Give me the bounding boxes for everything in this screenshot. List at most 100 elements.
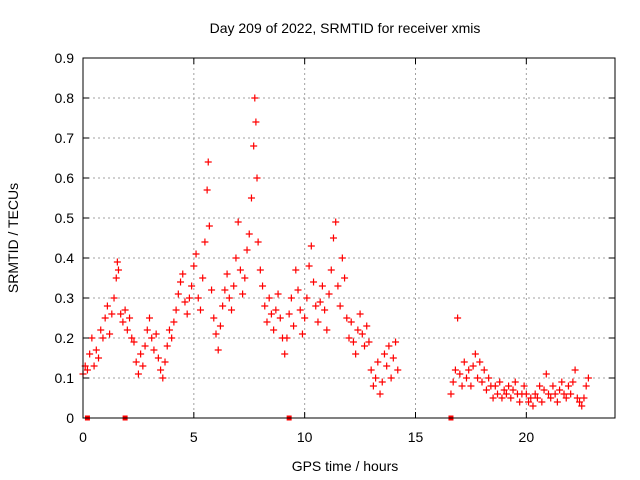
data-point [210, 314, 218, 322]
data-point [161, 358, 169, 366]
data-point [325, 290, 333, 298]
data-point [385, 342, 393, 350]
data-point [369, 382, 377, 390]
data-point [95, 354, 103, 362]
data-point [338, 254, 346, 262]
data-point [283, 334, 291, 342]
y-tick-label: 0 [66, 410, 74, 426]
data-point [527, 394, 535, 402]
chart-title: Day 209 of 2022, SRMTID for receiver xmi… [210, 20, 481, 36]
data-point [110, 294, 118, 302]
data-point [387, 374, 395, 382]
data-point [267, 310, 275, 318]
data-point [205, 222, 213, 230]
data-point [507, 394, 515, 402]
data-point [276, 314, 284, 322]
data-point [139, 362, 147, 370]
data-point [334, 282, 342, 290]
data-point [157, 366, 165, 374]
data-point [576, 398, 584, 406]
data-point [201, 238, 209, 246]
data-point [223, 270, 231, 278]
data-point [327, 266, 335, 274]
data-point [329, 234, 337, 242]
y-tick-label: 0.9 [55, 50, 75, 66]
data-point [547, 394, 555, 402]
y-tick-label: 0.1 [55, 370, 75, 386]
data-point [511, 378, 519, 386]
y-tick-label: 0.6 [55, 170, 75, 186]
data-point [90, 362, 98, 370]
x-tick-label: 0 [79, 429, 87, 445]
data-point [394, 366, 402, 374]
data-point [451, 366, 459, 374]
y-tick-label: 0.3 [55, 290, 75, 306]
data-point [203, 186, 211, 194]
data-point [509, 386, 517, 394]
y-axis-tick-labels: 0 0.1 0.2 0.3 0.4 0.5 0.6 0.7 0.8 0.9 [55, 50, 75, 426]
data-point [363, 322, 371, 330]
data-point [239, 290, 247, 298]
data-point [86, 350, 94, 358]
data-point [558, 378, 566, 386]
data-point [101, 314, 109, 322]
data-point [172, 306, 180, 314]
data-point [97, 326, 105, 334]
data-point [194, 294, 202, 302]
y-tick-label: 0.5 [55, 210, 75, 226]
data-point [502, 390, 510, 398]
data-point [571, 366, 579, 374]
data-point [567, 390, 575, 398]
data-point [112, 274, 120, 282]
data-point [538, 398, 546, 406]
data-point [316, 298, 324, 306]
data-point [578, 402, 586, 410]
data-point [225, 294, 233, 302]
data-point [389, 354, 397, 362]
data-point [496, 378, 504, 386]
data-point [159, 374, 167, 382]
data-point [562, 394, 570, 402]
data-point [474, 374, 482, 382]
data-point [341, 274, 349, 282]
data-point [361, 342, 369, 350]
data-point [103, 302, 111, 310]
data-point [230, 282, 238, 290]
data-point [545, 390, 552, 398]
data-point [531, 390, 539, 398]
data-point [265, 294, 273, 302]
data-point [192, 250, 200, 258]
data-point [525, 398, 533, 406]
data-point [143, 326, 151, 334]
data-point [243, 246, 251, 254]
data-point [119, 318, 127, 326]
data-point [261, 302, 269, 310]
data-point [181, 298, 189, 306]
data-point [137, 350, 145, 358]
data-point [188, 282, 196, 290]
data-point [374, 358, 382, 366]
data-point [168, 334, 176, 342]
data-point [259, 282, 267, 290]
data-point [126, 314, 134, 322]
data-point [556, 386, 564, 394]
x-tick-label: 5 [190, 429, 198, 445]
data-point [234, 218, 242, 226]
data-point [290, 322, 298, 330]
data-point [294, 286, 302, 294]
data-point [354, 326, 362, 334]
data-point [522, 390, 530, 398]
data-point [185, 294, 193, 302]
data-point [219, 302, 227, 310]
data-point [494, 390, 502, 398]
data-point [580, 394, 588, 402]
data-point [383, 362, 391, 370]
data-point [292, 266, 300, 274]
data-point [196, 306, 204, 314]
data-point [177, 278, 185, 286]
data-point [88, 334, 96, 342]
x-axis-label: GPS time / hours [292, 458, 399, 474]
data-point [372, 374, 380, 382]
data-point [208, 286, 216, 294]
data-point [454, 314, 462, 322]
